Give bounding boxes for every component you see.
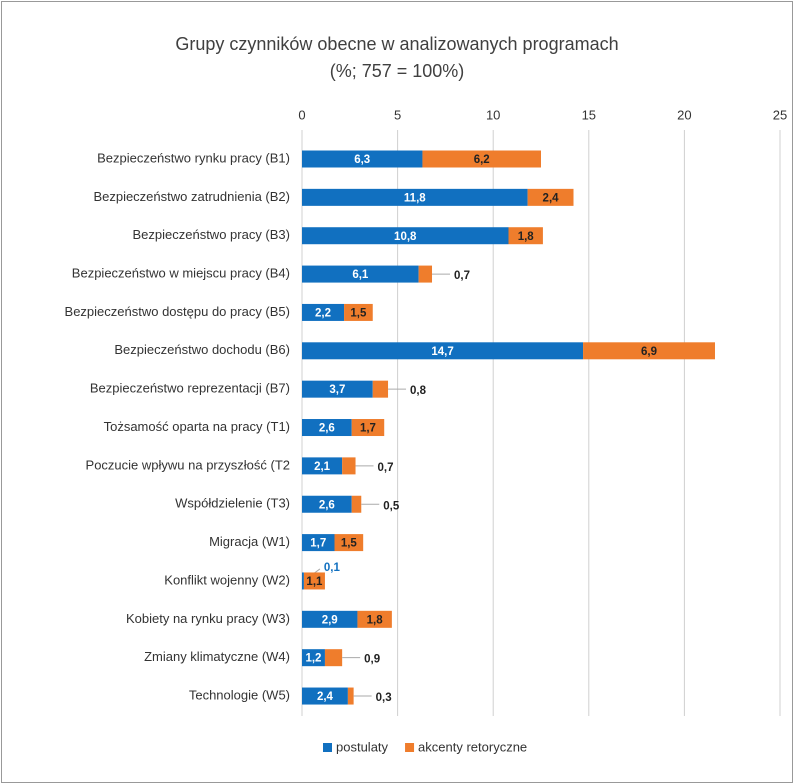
bar-segment	[302, 380, 373, 398]
bar-segment	[357, 610, 392, 628]
value-label: 0,3	[376, 692, 392, 704]
value-label: 2,4	[543, 192, 560, 204]
value-label: 0,9	[364, 654, 380, 666]
value-label: 11,8	[404, 192, 426, 204]
y-tick-label: Kobiety na rynku pracy (W3)	[126, 611, 290, 626]
legend-label: postulaty	[336, 739, 389, 754]
x-tick-label: 25	[773, 107, 787, 122]
y-tick-label: Migracja (W1)	[209, 534, 290, 549]
bar-segment	[347, 687, 354, 705]
y-tick-label: Bezpieczeństwo pracy (B3)	[132, 227, 290, 242]
y-tick-label: Bezpieczeństwo reprezentacji (B7)	[90, 381, 290, 396]
value-label: 6,1	[352, 269, 369, 281]
value-label: 2,6	[319, 499, 335, 511]
bar-segment	[342, 457, 356, 475]
value-label: 14,7	[431, 346, 453, 358]
value-label: 2,4	[317, 691, 334, 703]
value-label: 0,7	[454, 270, 470, 282]
x-tick-label: 20	[677, 107, 691, 122]
bar-segment	[302, 572, 304, 590]
y-tick-label: Konflikt wojenny (W2)	[164, 572, 290, 587]
value-label: 0,8	[410, 385, 427, 397]
legend-swatch	[323, 743, 332, 752]
value-label: 1,2	[305, 653, 321, 665]
legend-swatch	[405, 743, 415, 752]
value-label: 2,1	[314, 461, 331, 473]
value-label: 1,7	[310, 538, 326, 550]
bar-segment	[344, 303, 373, 321]
value-label: 2,2	[315, 307, 331, 319]
y-tick-label: Bezpieczeństwo zatrudnienia (B2)	[93, 189, 290, 204]
bar-segment	[372, 380, 389, 398]
value-label: 1,8	[367, 614, 384, 626]
bar-segment	[334, 534, 364, 552]
bar-segment	[302, 342, 584, 360]
value-label: 6,2	[474, 154, 490, 166]
bar-segment	[302, 457, 343, 475]
bar-segment	[422, 150, 541, 168]
bar-segment	[508, 227, 543, 245]
value-label: 1,5	[350, 307, 367, 319]
bar-segment	[324, 649, 343, 667]
x-tick-label: 5	[394, 107, 401, 122]
y-tick-label: Współdzielenie (T3)	[175, 496, 290, 511]
bar-segment	[302, 610, 358, 628]
y-tick-label: Bezpieczeństwo dostępu do pracy (B5)	[65, 304, 290, 319]
y-tick-label: Bezpieczeństwo rynku pracy (B1)	[97, 150, 290, 165]
bar-segment	[583, 342, 715, 360]
x-tick-label: 10	[486, 107, 500, 122]
bar-segment	[302, 534, 335, 552]
x-tick-label: 15	[582, 107, 596, 122]
bar-segment	[303, 572, 325, 590]
bar-segment	[527, 188, 574, 206]
y-tick-label: Technologie (W5)	[189, 687, 290, 702]
bar-segment	[302, 649, 325, 667]
y-tick-label: Bezpieczeństwo w miejscu pracy (B4)	[72, 266, 290, 281]
bar-segment	[351, 495, 362, 513]
value-label: 1,5	[341, 538, 358, 550]
value-label: 2,6	[319, 423, 335, 435]
value-label: 0,5	[383, 500, 400, 512]
value-label: 1,8	[518, 231, 535, 243]
bar-segment	[302, 419, 352, 437]
y-tick-label: Poczucie wpływu na przyszłość (T2	[86, 457, 290, 472]
chart-title: Grupy czynników obecne w analizowanych p…	[175, 34, 618, 54]
value-label: 6,9	[641, 346, 657, 358]
y-tick-label: Zmiany klimatyczne (W4)	[144, 649, 290, 664]
legend-label: akcenty retoryczne	[418, 739, 527, 754]
y-tick-label: Tożsamość oparta na pracy (T1)	[104, 419, 290, 434]
value-label: 0,1	[324, 562, 341, 574]
value-label: 10,8	[394, 231, 417, 243]
bar-segment	[302, 265, 419, 283]
value-label: 2,9	[322, 614, 338, 626]
value-label: 3,7	[329, 384, 345, 396]
value-label: 0,7	[378, 462, 394, 474]
value-label: 1,7	[360, 423, 376, 435]
bar-segment	[351, 419, 385, 437]
bar-segment	[302, 303, 345, 321]
bar-segment	[302, 495, 352, 513]
bar-segment	[302, 227, 509, 245]
y-tick-label: Bezpieczeństwo dochodu (B6)	[114, 342, 290, 357]
bar-segment	[302, 687, 348, 705]
x-tick-label: 0	[298, 107, 305, 122]
bar-segment	[302, 150, 423, 168]
bar-segment	[418, 265, 433, 283]
value-label: 1,1	[306, 576, 323, 588]
value-label: 6,3	[354, 154, 370, 166]
bar-segment	[302, 188, 528, 206]
chart-subtitle: (%; 757 = 100%)	[330, 61, 465, 81]
